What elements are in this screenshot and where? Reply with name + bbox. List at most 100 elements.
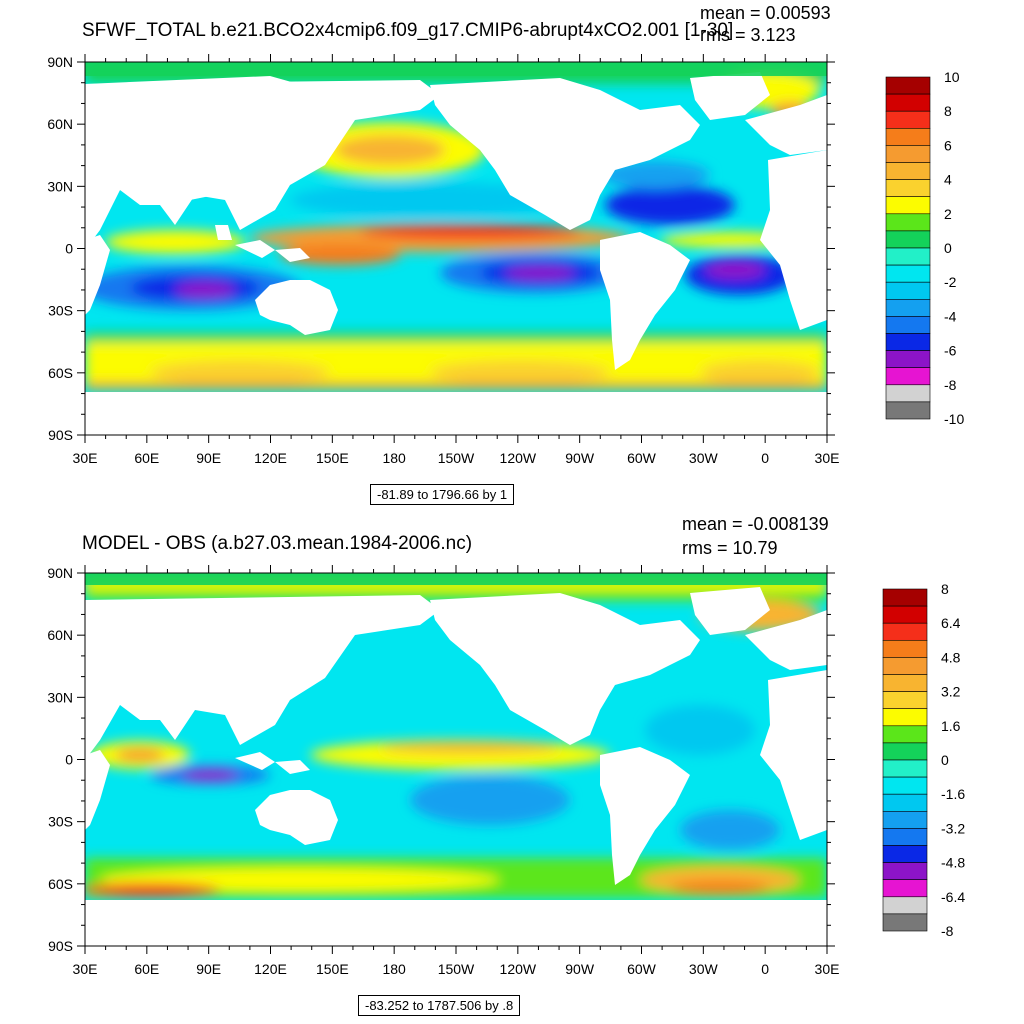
colorbar-swatch-2-9	[882, 742, 928, 761]
colorbar-swatch-2-11	[882, 776, 928, 795]
colorbar-swatch-2-15	[882, 845, 928, 863]
lat-label-1-5: 60S	[48, 365, 73, 381]
colorbar-swatch-1-1	[885, 93, 931, 112]
panel2-mean: mean = -0.008139	[682, 514, 829, 534]
colorbar-label-1-0: 10	[944, 69, 960, 85]
lon-label-2-4: 150E	[316, 961, 349, 977]
colorbar-swatch-1-16	[885, 350, 931, 369]
lon-label-1-4: 150E	[316, 450, 349, 466]
colorbar-swatch-2-14	[882, 828, 928, 846]
lat-label-2-0: 90N	[47, 565, 73, 581]
lat-label-2-1: 60N	[47, 627, 73, 643]
panel1-colorbar: 10 8 6 4 2 0 -2 -4 -6 -8 -10	[885, 69, 964, 427]
colorbar-swatch-2-19	[882, 913, 928, 932]
lon-label-1-1: 60E	[134, 450, 159, 466]
colorbar-swatch-2-12	[882, 793, 928, 812]
colorbar-swatch-1-12	[885, 281, 931, 300]
colorbar-label-2-9: -6.4	[941, 889, 965, 905]
lat-label-2-6: 90S	[48, 938, 73, 954]
lat-label-1-3: 0	[65, 241, 73, 257]
colorbar-swatch-2-3	[882, 639, 928, 658]
panel1-map	[85, 62, 827, 435]
lon-label-1-5: 180	[382, 450, 406, 466]
lat-label-1-1: 60N	[47, 116, 73, 132]
lon-label-2-7: 120W	[500, 961, 537, 977]
colorbar-swatch-2-5	[882, 674, 928, 692]
panel2-title: MODEL - OBS (a.b27.03.mean.1984-2006.nc)	[82, 533, 473, 554]
panel2-map	[85, 573, 827, 946]
lon-label-1-0: 30E	[73, 450, 98, 466]
colorbar-swatch-1-6	[885, 179, 931, 198]
colorbar-label-2-2: 4.8	[941, 649, 961, 665]
colorbar-swatch-1-14	[885, 316, 931, 334]
lon-label-1-11: 0	[761, 450, 769, 466]
lon-label-1-3: 120E	[254, 450, 287, 466]
colorbar-swatch-1-2	[885, 110, 931, 129]
lon-label-1-10: 30W	[689, 450, 719, 466]
panel2-land	[85, 587, 827, 946]
lon-label-2-8: 90W	[565, 961, 595, 977]
panel1-range-box: -81.89 to 1796.66 by 1	[370, 484, 515, 505]
colorbar-label-1-7: -4	[944, 308, 957, 324]
panel1-land	[85, 72, 827, 435]
colorbar-swatch-1-18	[885, 384, 931, 403]
colorbar-label-2-5: 0	[941, 752, 949, 768]
colorbar-label-1-2: 6	[944, 137, 952, 153]
lat-label-2-5: 60S	[48, 876, 73, 892]
colorbar-swatch-1-9	[885, 230, 931, 249]
colorbar-swatch-2-7	[882, 708, 928, 727]
colorbar-swatch-1-10	[885, 247, 931, 266]
colorbar-swatch-2-17	[882, 879, 928, 898]
colorbar-swatch-1-3	[885, 128, 931, 146]
lon-label-2-5: 180	[382, 961, 406, 977]
colorbar-swatch-2-6	[882, 691, 928, 709]
colorbar-swatch-2-10	[882, 759, 928, 778]
colorbar-swatch-2-2	[882, 622, 928, 641]
colorbar-swatch-2-0	[882, 588, 928, 607]
colorbar-label-1-8: -6	[944, 343, 957, 359]
panel1-rms: rms = 3.123	[700, 25, 796, 45]
lon-label-1-2: 90E	[196, 450, 221, 466]
lon-label-1-12: 30E	[815, 450, 840, 466]
lon-label-2-12: 30E	[815, 961, 840, 977]
colorbar-swatch-1-19	[885, 401, 931, 420]
colorbar-swatch-1-17	[885, 367, 931, 386]
colorbar-label-1-1: 8	[944, 103, 952, 119]
lon-label-1-8: 90W	[565, 450, 595, 466]
colorbar-label-1-5: 0	[944, 240, 952, 256]
lat-label-2-4: 30S	[48, 814, 73, 830]
lon-label-1-9: 60W	[627, 450, 657, 466]
colorbar-label-2-3: 3.2	[941, 684, 961, 700]
colorbar-label-2-1: 6.4	[941, 615, 961, 631]
colorbar-swatch-2-4	[882, 657, 928, 675]
lon-label-1-6: 150W	[438, 450, 475, 466]
colorbar-swatch-1-5	[885, 162, 931, 180]
lat-label-2-3: 0	[65, 752, 73, 768]
lon-label-2-6: 150W	[438, 961, 475, 977]
colorbar-swatch-1-7	[885, 196, 931, 215]
colorbar-label-1-9: -8	[944, 377, 957, 393]
colorbar-swatch-1-0	[885, 76, 931, 95]
colorbar-swatch-1-8	[885, 213, 931, 232]
colorbar-swatch-1-4	[885, 145, 931, 163]
colorbar-label-2-0: 8	[941, 581, 949, 597]
panel2-rms: rms = 10.79	[682, 538, 778, 558]
lon-label-2-10: 30W	[689, 961, 719, 977]
lat-label-1-4: 30S	[48, 303, 73, 319]
colorbar-swatch-1-13	[885, 298, 931, 317]
colorbar-swatch-2-18	[882, 896, 928, 915]
colorbar-swatch-1-15	[885, 333, 931, 351]
lon-label-2-2: 90E	[196, 961, 221, 977]
panel2-colorbar: 8 6.4 4.8 3.2 1.6 0 -1.6 -3.2 -4.8 -6.4 -8	[882, 581, 965, 939]
colorbar-label-2-6: -1.6	[941, 786, 965, 802]
colorbar-label-1-6: -2	[944, 274, 957, 290]
lon-label-2-9: 60W	[627, 961, 657, 977]
lat-label-1-2: 30N	[47, 178, 73, 194]
colorbar-swatch-1-11	[885, 264, 931, 283]
colorbar-swatch-2-13	[882, 810, 928, 829]
panel1-mean: mean = 0.00593	[700, 3, 831, 23]
lon-label-2-0: 30E	[73, 961, 98, 977]
